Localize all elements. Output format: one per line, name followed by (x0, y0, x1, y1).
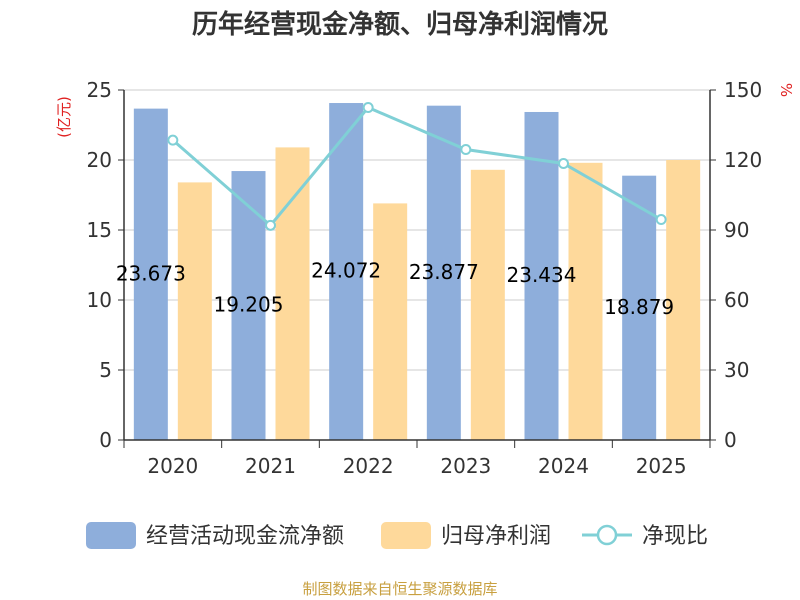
cashflow-bar[interactable] (133, 108, 168, 441)
profit-bar[interactable] (177, 182, 212, 440)
cashflow-data-label: 24.072 (311, 259, 381, 283)
legend-swatch (86, 522, 136, 549)
legend-label: 归母净利润 (441, 524, 551, 549)
right-tick-label: 90 (724, 218, 749, 242)
right-tick-label: 30 (724, 358, 749, 382)
legend-cashflow[interactable]: 经营活动现金流净额 (86, 522, 344, 549)
ratio-line-path (171, 105, 662, 228)
x-tick-label: 2024 (538, 454, 589, 478)
legend-marker (596, 524, 618, 546)
cashflow-data-label: 23.673 (116, 261, 186, 285)
cashflow-bar[interactable] (524, 111, 559, 440)
left-tick-label: 10 (87, 288, 112, 312)
x-tick-label: 2025 (636, 454, 687, 478)
cashflow-bar[interactable] (329, 103, 364, 441)
x-tick-label: 2023 (440, 454, 491, 478)
profit-bar[interactable] (373, 203, 408, 440)
ratio-point[interactable] (655, 214, 667, 225)
profit-bar[interactable] (666, 160, 701, 440)
source-note: 制图数据来自恒生聚源数据库 (302, 580, 497, 598)
cashflow-data-label: 23.434 (507, 263, 577, 287)
ratio-point[interactable] (460, 144, 472, 155)
ratio-point[interactable] (362, 102, 374, 113)
x-tick-label: 2020 (147, 454, 198, 478)
legend-swatch (381, 522, 431, 549)
left-tick-label: 20 (87, 148, 112, 172)
cashflow-data-label: 19.205 (214, 293, 284, 317)
legend-profit[interactable]: 归母净利润 (381, 522, 551, 549)
ratio-point[interactable] (265, 219, 276, 231)
left-tick-label: 15 (87, 218, 112, 242)
cashflow-data-label: 23.877 (409, 260, 479, 284)
profit-bar[interactable] (568, 162, 603, 441)
right-tick-label: 0 (724, 428, 737, 452)
profit-bar[interactable] (470, 169, 505, 441)
left-tick-label: 0 (99, 428, 112, 452)
right-tick-label: 120 (724, 148, 762, 172)
grid (124, 89, 710, 371)
legend[interactable]: 经营活动现金流净额 归母净利润 净现比 (86, 522, 708, 549)
right-tick-label: 150 (724, 78, 762, 102)
data-labels: 23.673 19.205 24.072 23.877 23.434 18.879 (116, 259, 674, 319)
ratio-point[interactable] (558, 158, 569, 169)
legend-label: 经营活动现金流净额 (146, 524, 344, 549)
bars (133, 103, 701, 441)
x-tick-label: 2021 (245, 454, 296, 478)
cashflow-data-label: 18.879 (604, 295, 674, 319)
right-tick-label: 60 (724, 288, 749, 312)
left-axis-unit: (亿元) (55, 96, 73, 138)
left-tick-label: 5 (99, 358, 112, 382)
x-tick-label: 2022 (343, 454, 394, 478)
left-tick-label: 25 (87, 78, 112, 102)
legend-label: 净现比 (642, 524, 708, 549)
ratio-line (167, 102, 667, 231)
cashflow-bar[interactable] (426, 105, 461, 441)
legend-ratio[interactable]: 净现比 (582, 524, 708, 549)
right-axis-unit: % (777, 83, 795, 97)
chart-title: 历年经营现金净额、归母净利润情况 (192, 9, 608, 40)
ratio-point[interactable] (167, 134, 179, 146)
profit-bar[interactable] (275, 147, 310, 440)
cashflow-bar[interactable] (622, 175, 657, 440)
